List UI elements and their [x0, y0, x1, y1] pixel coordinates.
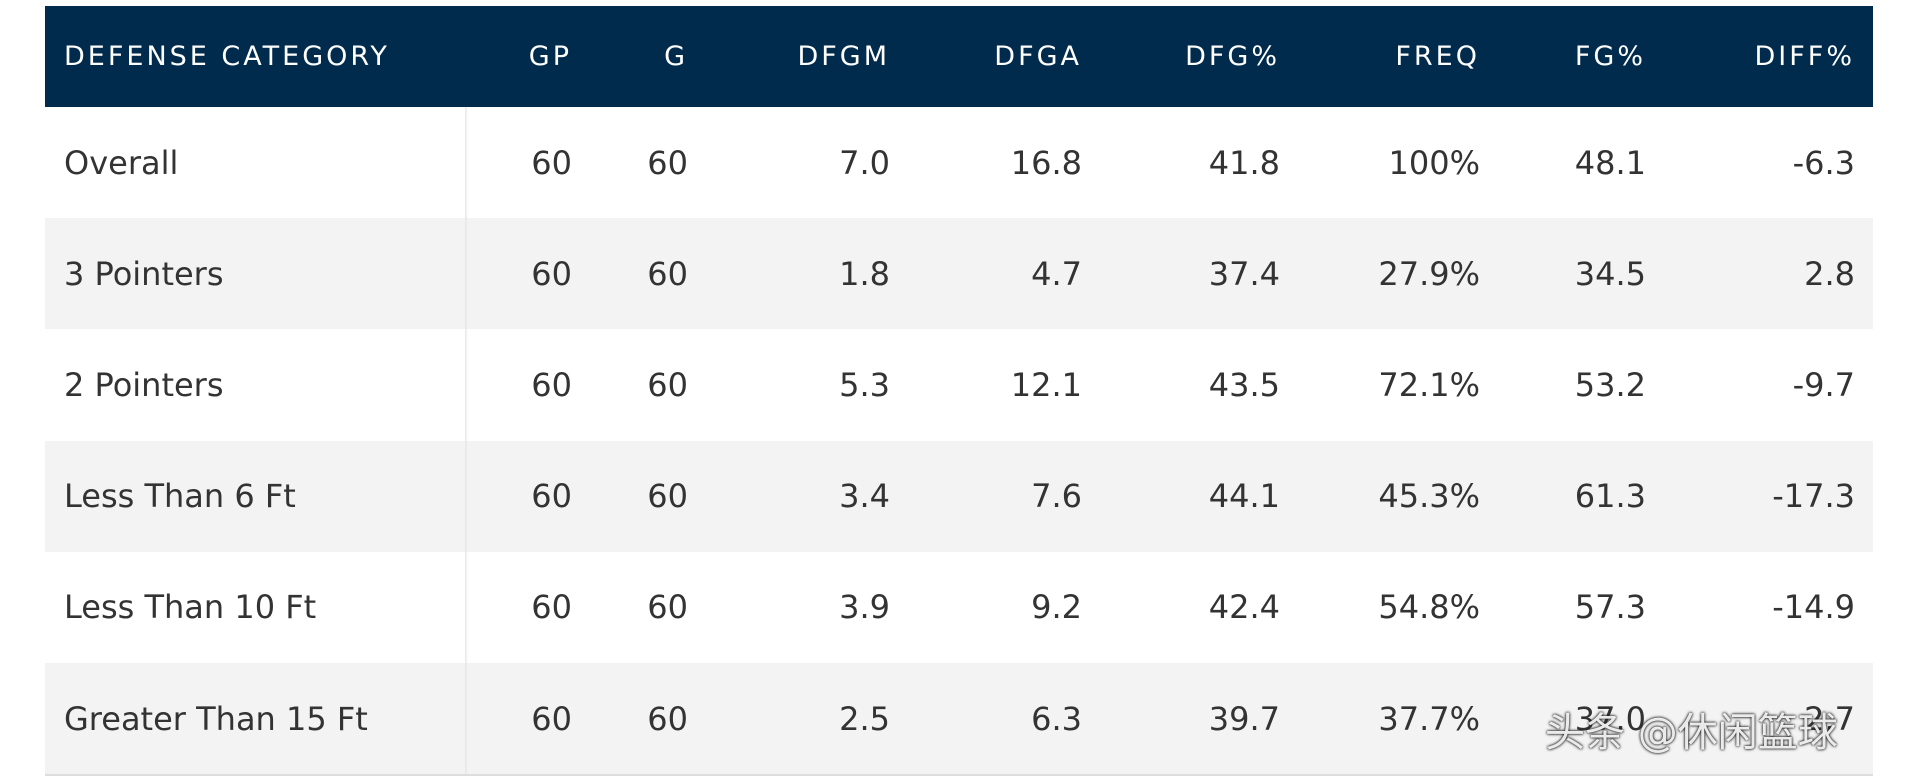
column-header: GP	[528, 41, 572, 72]
table-border	[45, 774, 1873, 776]
stat-cell: 61.3	[1574, 477, 1646, 516]
category-cell: 2 Pointers	[64, 365, 224, 404]
table-row: 3 Pointers 60 60 1.8 4.7 37.4 27.9% 34.5 2.8	[45, 218, 1873, 330]
stat-cell: 60	[647, 143, 688, 182]
stat-cell: 37.0	[1574, 699, 1646, 738]
stat-cell: 44.1	[1208, 477, 1280, 516]
stat-cell: 7.6	[1031, 477, 1082, 516]
stat-cell: 42.4	[1208, 588, 1280, 627]
column-header: G	[664, 41, 688, 72]
column-divider	[465, 107, 468, 774]
stat-cell: 2.5	[839, 699, 890, 738]
stat-cell: 54.8%	[1378, 588, 1480, 627]
stat-cell: 37.4	[1208, 254, 1280, 293]
watermark: 头条 @休闲篮球	[1545, 710, 1838, 756]
column-header: DFG%	[1185, 41, 1280, 72]
stat-cell: 60	[531, 588, 572, 627]
stat-cell: 1.8	[839, 254, 890, 293]
stat-cell: 16.8	[1010, 143, 1082, 182]
stat-cell: 7.0	[839, 143, 890, 182]
stat-cell: 27.9%	[1378, 254, 1480, 293]
column-header: DFGA	[994, 41, 1082, 72]
stat-cell: 3.9	[839, 588, 890, 627]
stat-cell: 2.7	[1804, 699, 1855, 738]
stat-cell: 37.7%	[1378, 699, 1480, 738]
category-cell: Greater Than 15 Ft	[64, 699, 368, 738]
stat-cell: 6.3	[1031, 699, 1082, 738]
stat-cell: 60	[531, 365, 572, 404]
table-row: Overall 60 60 7.0 16.8 41.8 100% 48.1 -6.3	[45, 107, 1873, 218]
stat-cell: 72.1%	[1378, 365, 1480, 404]
stat-cell: 60	[531, 477, 572, 516]
category-cell: Overall	[64, 143, 179, 182]
table-row: Less Than 10 Ft 60 60 3.9 9.2 42.4 54.8% 57.3 -1…	[45, 552, 1873, 663]
stat-cell: 60	[647, 365, 688, 404]
stat-cell: 39.7	[1208, 699, 1280, 738]
table-row: 2 Pointers 60 60 5.3 12.1 43.5 72.1% 53.2 -9.7	[45, 329, 1873, 440]
category-cell: 3 Pointers	[64, 254, 224, 293]
stat-cell: 45.3%	[1378, 477, 1480, 516]
table-row: Less Than 6 Ft 60 60 3.4 7.6 44.1 45.3% 61.3 -17…	[45, 440, 1873, 552]
stat-cell: 60	[531, 699, 572, 738]
category-cell: Less Than 10 Ft	[64, 588, 317, 627]
stat-cell: 9.2	[1031, 588, 1082, 627]
category-cell: Less Than 6 Ft	[64, 477, 296, 516]
stat-cell: 34.5	[1574, 254, 1646, 293]
stat-cell: 57.3	[1574, 588, 1646, 627]
stat-cell: 100%	[1388, 143, 1480, 182]
stat-cell: 12.1	[1010, 365, 1082, 404]
table-header: DEFENSE CATEGORY GP G DFGM DFGA DFG% FREQ FG% DI…	[45, 6, 1873, 107]
stat-cell: 53.2	[1574, 365, 1646, 404]
stat-cell: -17.3	[1772, 477, 1855, 516]
stat-cell: 60	[647, 477, 688, 516]
column-header: FG%	[1574, 41, 1646, 72]
stat-cell: 3.4	[839, 477, 890, 516]
stat-cell: 4.7	[1031, 254, 1082, 293]
stat-cell: 60	[531, 254, 572, 293]
stat-cell: 2.8	[1804, 254, 1855, 293]
column-header: FREQ	[1395, 41, 1480, 72]
column-header: DIFF%	[1754, 41, 1855, 72]
stat-cell: 60	[647, 588, 688, 627]
stat-cell: 60	[647, 254, 688, 293]
stat-cell: 43.5	[1208, 365, 1280, 404]
stat-cell: -14.9	[1772, 588, 1855, 627]
stat-cell: -9.7	[1792, 365, 1855, 404]
stat-cell: 41.8	[1208, 143, 1280, 182]
table-row: Greater Than 15 Ft 60 60 2.5 6.3 39.7 37.7% 37.…	[45, 663, 1873, 775]
stat-cell: 60	[647, 699, 688, 738]
stat-cell: 5.3	[839, 365, 890, 404]
stat-cell: 60	[531, 143, 572, 182]
column-header: DEFENSE CATEGORY	[64, 41, 390, 72]
column-header: DFGM	[797, 41, 890, 72]
stat-cell: -6.3	[1792, 143, 1855, 182]
stat-cell: 48.1	[1574, 143, 1646, 182]
